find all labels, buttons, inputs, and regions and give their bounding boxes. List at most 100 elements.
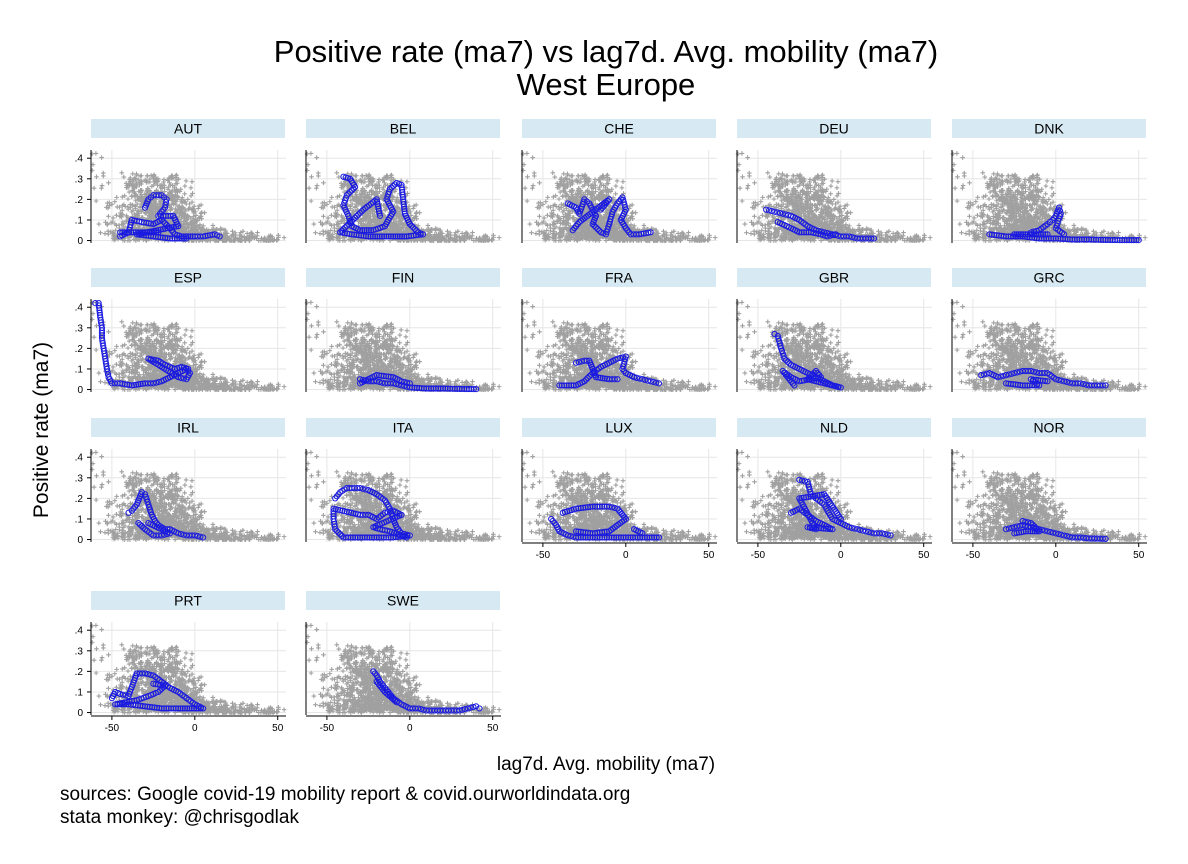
- background-point: [532, 173, 537, 179]
- background-point: [560, 194, 565, 199]
- background-point: [106, 180, 111, 186]
- background-point: [176, 176, 181, 182]
- background-point: [183, 178, 189, 184]
- background-point: [198, 202, 204, 208]
- background-point: [93, 198, 99, 204]
- background-point: [316, 173, 321, 179]
- background-point: [188, 193, 194, 199]
- background-point: [529, 230, 534, 235]
- background-point: [129, 194, 134, 199]
- background-points: [735, 151, 933, 243]
- background-point: [313, 230, 318, 235]
- background-point: [334, 170, 340, 176]
- panel-strip-label: CHE: [604, 121, 634, 137]
- y-tick-label: 0: [77, 236, 83, 247]
- background-point: [765, 170, 771, 176]
- background-point: [99, 183, 105, 188]
- background-point: [592, 179, 597, 185]
- background-point: [550, 170, 556, 176]
- panel-strip: [91, 119, 285, 138]
- background-point: [119, 170, 125, 176]
- background-point: [530, 155, 535, 160]
- background-point: [196, 203, 202, 209]
- background-point: [329, 204, 335, 210]
- background-point: [417, 210, 422, 215]
- background-point: [306, 185, 312, 191]
- background-point: [496, 235, 502, 240]
- y-tick-label: .4: [75, 154, 84, 165]
- background-point: [276, 233, 281, 238]
- background-point: [182, 191, 187, 197]
- x-axis-label: lag7d. Avg. mobility (ma7): [497, 754, 715, 775]
- background-point: [101, 173, 106, 179]
- background-point: [548, 225, 553, 231]
- background-point: [410, 206, 416, 211]
- source-note: sources: Google covid-19 mobility report…: [60, 784, 630, 805]
- background-point: [633, 210, 638, 215]
- background-point: [99, 185, 104, 191]
- background-point: [114, 204, 120, 210]
- background-point: [183, 208, 189, 214]
- background-point: [188, 185, 194, 191]
- background-point: [545, 204, 551, 210]
- background-point: [105, 231, 111, 237]
- background-point: [106, 214, 111, 219]
- panel-bel: BEL: [304, 119, 502, 243]
- background-point: [304, 151, 310, 157]
- background-point: [125, 196, 131, 202]
- background-point: [537, 180, 542, 186]
- y-tick-label: .2: [75, 195, 84, 206]
- background-point: [376, 179, 381, 185]
- background-point: [771, 196, 777, 202]
- panel-aut: AUT 0 .1 .2 .3 .4: [75, 119, 287, 247]
- background-point: [93, 151, 99, 156]
- background-point: [314, 185, 319, 191]
- background-point: [641, 223, 647, 228]
- background-point: [91, 185, 97, 191]
- background-point: [824, 186, 830, 192]
- background-point: [190, 191, 195, 196]
- background-point: [187, 205, 193, 211]
- background-point: [182, 183, 188, 189]
- background-point: [520, 151, 526, 157]
- background-point: [320, 231, 326, 237]
- background-point: [202, 210, 207, 215]
- panel-deu: DEU: [735, 119, 933, 243]
- background-point: [527, 221, 533, 227]
- background-point: [185, 197, 191, 202]
- background-point: [556, 196, 562, 202]
- background-point: [112, 199, 118, 204]
- background-point: [828, 183, 834, 189]
- panel-che: CHE: [520, 119, 718, 243]
- background-point: [834, 185, 840, 191]
- background-point: [321, 180, 326, 186]
- background-point: [105, 205, 111, 211]
- background-point: [619, 185, 625, 191]
- background-point: [96, 221, 102, 227]
- background-point: [536, 231, 542, 237]
- background-point: [543, 199, 549, 204]
- background-point: [332, 225, 337, 231]
- background-point: [89, 151, 95, 157]
- y-tick-label: .3: [75, 174, 84, 185]
- background-point: [281, 235, 287, 240]
- background-point: [835, 179, 841, 184]
- author-note: stata monkey: @chrisgodlak: [60, 807, 299, 828]
- y-tick-label: .1: [75, 215, 84, 226]
- background-point: [530, 183, 536, 188]
- panel-strip-label: BEL: [390, 121, 417, 137]
- background-point: [189, 199, 195, 205]
- background-point: [530, 185, 535, 191]
- background-point: [327, 199, 333, 204]
- panel-strip-label: AUT: [174, 121, 202, 137]
- background-point: [99, 155, 104, 160]
- background-point: [613, 183, 619, 189]
- background-point: [195, 206, 201, 211]
- chart-subtitle: West Europe: [517, 67, 696, 102]
- background-point: [522, 185, 528, 191]
- background-point: [425, 223, 431, 228]
- background-point: [537, 214, 542, 219]
- panel-strip-label: DEU: [819, 121, 849, 137]
- background-point: [179, 195, 185, 200]
